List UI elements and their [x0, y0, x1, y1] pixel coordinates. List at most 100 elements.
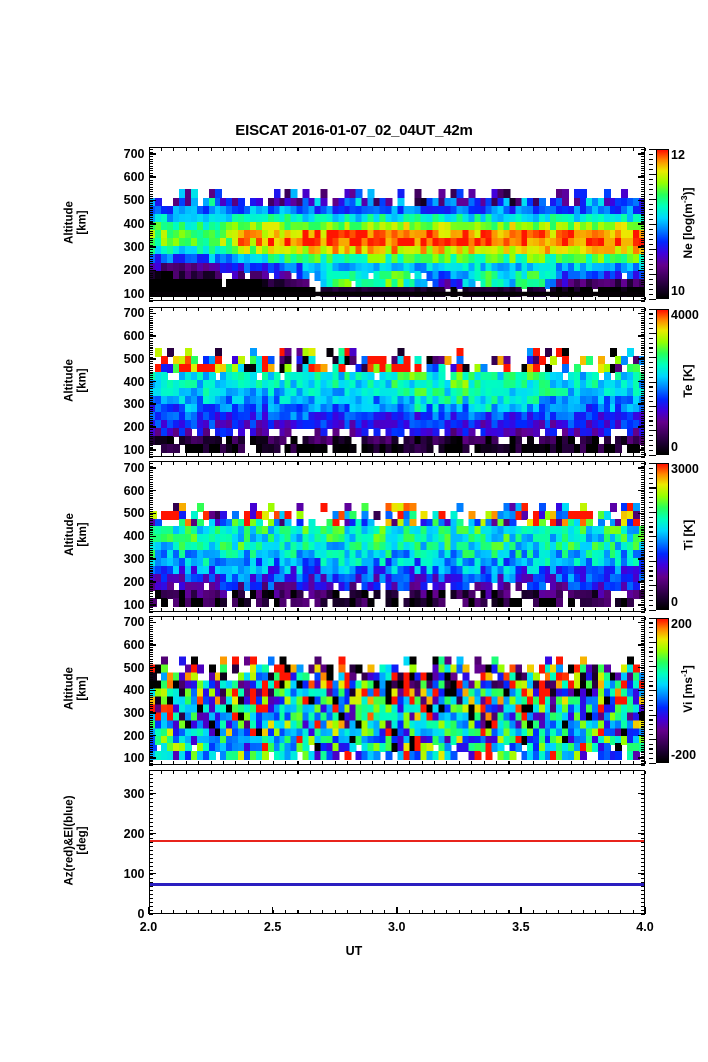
- y-minor-tickmark: [641, 165, 645, 167]
- x-minor-tickmark: [508, 148, 510, 151]
- y-minor-tickmark: [148, 554, 153, 556]
- y-minor-tickmark: [641, 590, 645, 593]
- y-minor-tickmark: [641, 370, 645, 372]
- x-minor-tickmark: [272, 462, 274, 465]
- colorbar-tickmark: [649, 589, 653, 592]
- colorbar-tickmark: [649, 546, 653, 548]
- colorbar-tickmark: [649, 268, 653, 270]
- y-minor-tickmark: [641, 762, 645, 764]
- x-minor-tickmark: [371, 616, 374, 620]
- y-minor-tickmark: [148, 209, 153, 211]
- y-minor-tickmark: [148, 298, 153, 300]
- y-minor-tickmark: [148, 529, 153, 531]
- y-minor-tickmark: [148, 424, 153, 426]
- x-minor-tickmark: [371, 462, 374, 465]
- y-minor-tickmark: [641, 633, 645, 635]
- y-minor-tickmark: [148, 549, 153, 552]
- y-minor-tickmark: [641, 284, 645, 286]
- y-minor-tickmark: [148, 181, 153, 183]
- y-minor-tickmark: [641, 160, 645, 163]
- x-minor-tickmark: [148, 148, 150, 151]
- x-minor-tickmark: [520, 148, 522, 151]
- y-minor-tickmark: [148, 685, 153, 687]
- x-minor-tickmark: [570, 616, 572, 620]
- x-minor-tickmark: [148, 770, 150, 774]
- y-minor-tickmark: [641, 881, 645, 883]
- y-minor-tickmark: [641, 228, 645, 230]
- y-minor-tickmark: [641, 406, 645, 408]
- x-minor-tickmark: [322, 909, 324, 913]
- y-minor-tickmark: [641, 336, 645, 338]
- x-minor-tickmark: [433, 452, 436, 456]
- colorbar-min-label-ne: 10: [671, 283, 685, 298]
- y-minor-tickmark: [641, 331, 645, 333]
- y-minor-tickmark: [148, 502, 153, 504]
- y-minor-tickmark: [641, 147, 645, 149]
- colorbar-tickmark: [649, 454, 656, 456]
- y-minor-tickmark: [148, 527, 153, 529]
- y-tick-ne-600: 600: [123, 170, 145, 185]
- y-minor-tickmark: [148, 849, 153, 851]
- y-minor-tickmark: [148, 336, 153, 338]
- y-minor-tickmark: [148, 442, 153, 444]
- y-minor-tickmark: [148, 388, 153, 390]
- x-minor-tickmark: [222, 452, 225, 456]
- y-minor-tickmark: [148, 383, 153, 385]
- y-minor-tickmark: [641, 481, 645, 483]
- x-minor-tickmark: [309, 761, 311, 764]
- x-minor-tickmark: [558, 148, 560, 151]
- y-minor-tickmark: [148, 445, 153, 447]
- x-minor-tickmark: [198, 452, 200, 456]
- y-tick-ti-400: 400: [123, 529, 145, 544]
- y-minor-tickmark: [148, 333, 153, 335]
- y-minor-tickmark: [641, 760, 645, 762]
- x-minor-tickmark: [508, 909, 510, 913]
- x-minor-tickmark: [322, 452, 324, 456]
- colorbar-tickmark: [649, 594, 653, 597]
- x-minor-tickmark: [396, 296, 398, 300]
- y-minor-tickmark: [148, 638, 153, 640]
- y-minor-tickmark: [148, 540, 153, 542]
- y-minor-tickmark: [641, 829, 645, 831]
- y-minor-tickmark: [148, 221, 153, 223]
- y-minor-tickmark: [148, 504, 153, 506]
- y-minor-tickmark: [641, 511, 645, 513]
- x-minor-tickmark: [160, 462, 162, 465]
- y-minor-tickmark: [641, 205, 645, 207]
- panel-ne: Altitude [km] 700 600 500 400 300 200 100 12 10 Ne …: [0, 147, 708, 302]
- y-tick-ne-300: 300: [123, 240, 145, 254]
- y-minor-tickmark: [641, 667, 645, 669]
- x-minor-tickmark: [334, 296, 336, 300]
- x-minor-tickmark: [148, 462, 150, 465]
- y-minor-tickmark: [148, 406, 153, 408]
- x-minor-tickmark: [322, 616, 324, 620]
- y-minor-tickmark: [148, 420, 153, 422]
- colorbar-tickmark: [649, 444, 653, 446]
- y-minor-tickmark: [641, 258, 645, 260]
- x-minor-tickmark: [285, 296, 287, 300]
- y-minor-tickmark: [641, 797, 645, 799]
- y-minor-tickmark: [641, 356, 645, 358]
- x-minor-tickmark: [458, 462, 460, 465]
- y-minor-tickmark: [641, 461, 645, 463]
- colorbar-tickmark: [649, 386, 653, 388]
- y-minor-tickmark: [148, 465, 153, 467]
- colorbar-tickmark: [649, 298, 656, 300]
- y-tick-azel-200: 200: [123, 826, 145, 841]
- y-minor-tickmark: [148, 556, 153, 558]
- y-minor-tickmark: [641, 193, 645, 195]
- x-minor-tickmark: [371, 148, 374, 151]
- y-minor-tickmark: [641, 281, 645, 283]
- y-minor-tickmark: [148, 893, 153, 895]
- y-minor-tickmark: [641, 251, 645, 253]
- colorbar-tickmark: [649, 223, 656, 225]
- x-minor-tickmark: [285, 148, 287, 151]
- y-minor-tickmark: [148, 151, 153, 153]
- y-tick-vi-500: 500: [123, 660, 145, 675]
- x-minor-tickmark: [148, 452, 150, 456]
- y-minor-tickmark: [148, 354, 153, 356]
- x-tickmark: [395, 906, 398, 914]
- y-minor-tickmark: [641, 413, 645, 415]
- y-minor-tickmark: [641, 338, 645, 340]
- x-minor-tickmark: [272, 307, 274, 311]
